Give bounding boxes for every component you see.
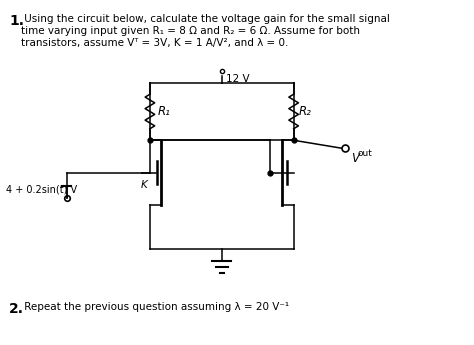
Text: 12 V: 12 V	[226, 74, 249, 84]
Text: Using the circuit below, calculate the voltage gain for the small signal: Using the circuit below, calculate the v…	[20, 14, 390, 24]
Text: out: out	[358, 149, 373, 158]
Text: 1.: 1.	[9, 14, 24, 28]
Text: R₁: R₁	[157, 105, 171, 118]
Text: K: K	[140, 180, 147, 190]
Text: 2.: 2.	[9, 302, 24, 316]
Text: transistors, assume Vᵀ = 3V, K = 1 A/V², and λ = 0.: transistors, assume Vᵀ = 3V, K = 1 A/V²,…	[20, 38, 288, 48]
Text: Repeat the previous question assuming λ = 20 V⁻¹: Repeat the previous question assuming λ …	[20, 302, 289, 312]
Text: 4 + 0.2sin(t) V: 4 + 0.2sin(t) V	[6, 185, 77, 195]
Text: time varying input given R₁ = 8 Ω and R₂ = 6 Ω. Assume for both: time varying input given R₁ = 8 Ω and R₂…	[20, 26, 360, 36]
Text: V: V	[351, 152, 359, 165]
Text: R₂: R₂	[299, 105, 311, 118]
